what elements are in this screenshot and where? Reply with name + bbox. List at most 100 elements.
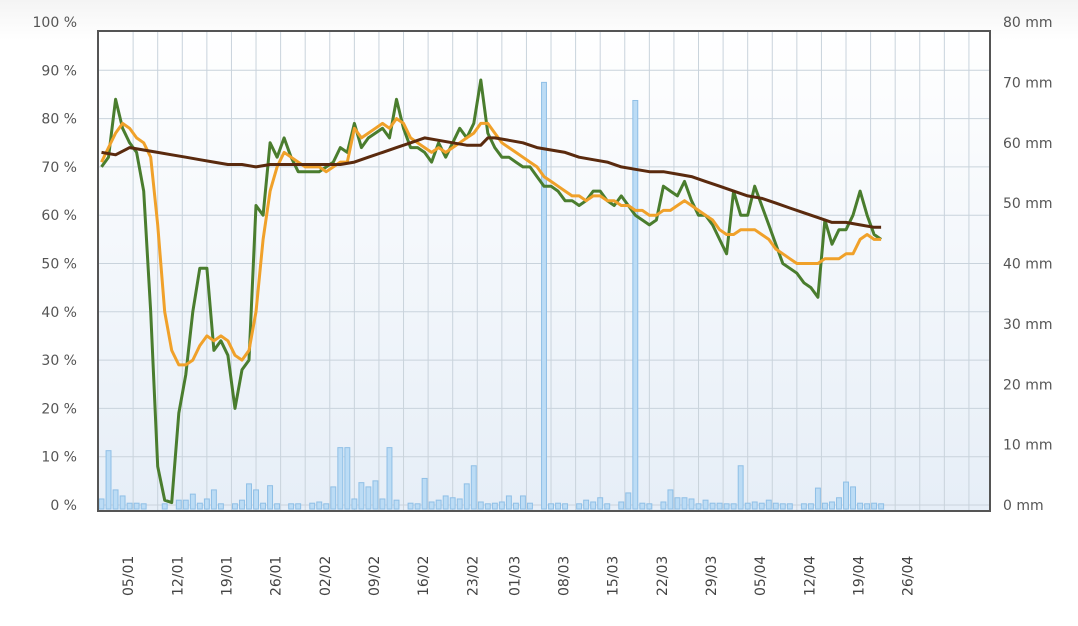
- precipitation-bar: [660, 501, 667, 510]
- precipitation-bar: [484, 503, 491, 510]
- x-tick-label: 26/04: [901, 556, 917, 596]
- precipitation-bar: [140, 503, 147, 510]
- right-tick-label: 30 mm: [1003, 317, 1053, 333]
- x-tick-label: 19/01: [219, 556, 235, 596]
- precipitation-bar: [407, 502, 414, 510]
- precipitation-bar: [105, 450, 112, 510]
- precipitation-bar: [723, 503, 730, 510]
- right-tick-label: 0 mm: [1003, 498, 1044, 514]
- x-tick-label: 16/02: [416, 556, 432, 596]
- precipitation-bar: [189, 493, 196, 510]
- precipitation-bar: [744, 502, 751, 510]
- precipitation-bar: [309, 502, 316, 510]
- precipitation-bar: [239, 499, 245, 510]
- left-tick-label: 70 %: [41, 160, 77, 176]
- precipitation-bar: [800, 503, 807, 510]
- precipitation-bar: [246, 483, 252, 510]
- x-tick-label: 02/02: [318, 556, 334, 596]
- precipitation-bar: [878, 503, 885, 510]
- left-tick-label: 20 %: [41, 401, 77, 417]
- x-tick-label: 22/03: [655, 556, 671, 596]
- right-tick-label: 80 mm: [1003, 15, 1053, 31]
- precipitation-bar: [702, 499, 709, 510]
- plot-frame: [97, 30, 991, 512]
- precipitation-bar: [836, 497, 842, 510]
- precipitation-bar: [232, 503, 238, 510]
- precipitation-bar: [358, 482, 365, 510]
- precipitation-bar: [709, 502, 716, 510]
- precipitation-bar: [112, 489, 119, 510]
- precipitation-bar: [421, 477, 428, 510]
- precipitation-bar: [337, 447, 344, 510]
- precipitation-bar: [477, 501, 484, 510]
- x-tick-label: 12/01: [170, 556, 186, 596]
- precipitation-bar: [267, 485, 274, 510]
- precipitation-bar: [758, 502, 765, 510]
- right-tick-label: 60 mm: [1003, 136, 1053, 152]
- precipitation-bar: [210, 489, 217, 510]
- precipitation-bar: [821, 502, 828, 510]
- precipitation-bar: [295, 503, 302, 510]
- precipitation-bar: [182, 499, 189, 510]
- precipitation-bar: [288, 503, 295, 510]
- precipitation-bar: [344, 447, 351, 510]
- precipitation-bar: [618, 501, 625, 510]
- precipitation-bars: [98, 81, 885, 510]
- series-lines: [100, 78, 882, 505]
- right-tick-label: 10 mm: [1003, 438, 1053, 454]
- left-axis-ticks: 0 % 10 % 20 % 30 % 40 % 50 % 60 % 70 % 80 % 90 % 1…: [33, 15, 77, 514]
- x-tick-label: 23/02: [465, 556, 481, 596]
- precipitation-bar: [765, 499, 772, 510]
- precipitation-bar: [260, 502, 267, 510]
- precipitation-bar: [126, 502, 133, 510]
- precipitation-bar: [632, 99, 639, 510]
- left-tick-label: 80 %: [41, 112, 77, 128]
- precipitation-bar: [133, 502, 140, 510]
- x-tick-label: 08/03: [557, 556, 573, 596]
- precipitation-bar: [807, 503, 814, 510]
- right-tick-label: 40 mm: [1003, 257, 1053, 273]
- precipitation-bar: [323, 503, 330, 510]
- x-tick-label: 15/03: [606, 556, 622, 596]
- precipitation-bar: [737, 465, 744, 510]
- precipitation-bar: [871, 502, 878, 510]
- series-line-green: [100, 78, 882, 505]
- precipitation-bar: [470, 465, 477, 510]
- x-tick-label: 05/04: [753, 556, 769, 596]
- series-line-brown: [101, 136, 882, 229]
- x-tick-label: 05/01: [121, 556, 137, 596]
- precipitation-bar: [463, 483, 470, 510]
- precipitation-bar: [864, 503, 871, 510]
- precipitation-bar: [562, 503, 569, 510]
- precipitation-bar: [175, 499, 182, 510]
- precipitation-bar: [716, 502, 723, 510]
- left-tick-label: 60 %: [41, 208, 77, 224]
- precipitation-bar: [498, 501, 505, 510]
- precipitation-bar: [519, 495, 526, 510]
- precipitation-bar: [330, 486, 337, 510]
- precipitation-bar: [512, 502, 519, 510]
- precipitation-bar: [597, 497, 604, 510]
- precipitation-bar: [814, 487, 821, 510]
- x-tick-label: 12/04: [802, 556, 818, 596]
- left-tick-label: 50 %: [41, 257, 77, 273]
- precipitation-bar: [526, 502, 533, 510]
- precipitation-bar: [695, 503, 702, 510]
- precipitation-bar: [850, 486, 856, 510]
- precipitation-bar: [646, 503, 653, 510]
- precipitation-bar: [196, 502, 203, 510]
- left-tick-label: 30 %: [41, 353, 77, 369]
- left-tick-label: 40 %: [41, 305, 77, 321]
- x-tick-label: 26/01: [269, 556, 285, 596]
- precipitation-bar: [688, 498, 695, 510]
- precipitation-bar: [625, 492, 632, 510]
- precipitation-bar: [604, 503, 611, 510]
- precipitation-bar: [119, 495, 126, 510]
- right-tick-label: 20 mm: [1003, 377, 1053, 393]
- precipitation-bar: [351, 498, 358, 510]
- precipitation-bar: [541, 81, 547, 510]
- right-tick-label: 50 mm: [1003, 196, 1053, 212]
- precipitation-bar: [203, 498, 210, 510]
